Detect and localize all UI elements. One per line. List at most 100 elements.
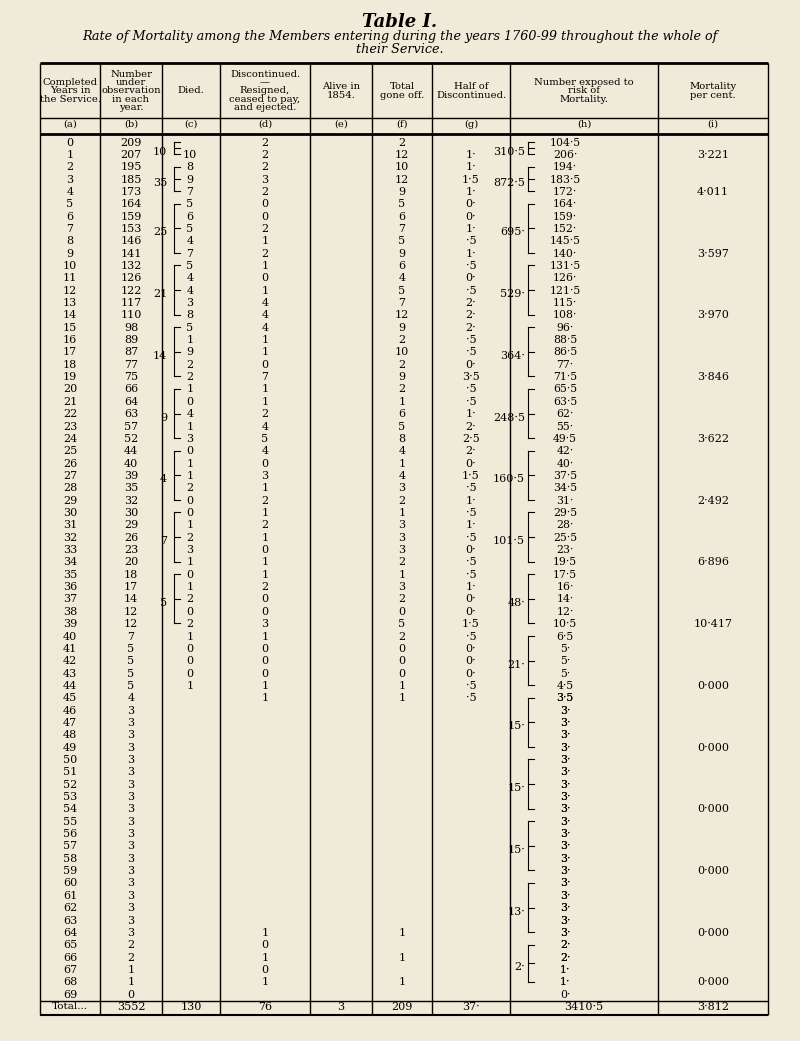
Text: 0: 0 (262, 656, 269, 666)
Text: 2: 2 (127, 940, 134, 950)
Text: 10: 10 (395, 162, 409, 172)
Text: 2: 2 (186, 594, 194, 605)
Text: 59: 59 (63, 866, 77, 877)
Text: 1: 1 (262, 285, 269, 296)
Text: 5: 5 (160, 598, 167, 608)
Text: 1: 1 (262, 557, 269, 567)
Text: 0: 0 (66, 137, 74, 148)
Text: 0: 0 (186, 508, 194, 518)
Text: 5: 5 (127, 668, 134, 679)
Text: 0·: 0· (466, 545, 476, 555)
Text: 56: 56 (63, 829, 77, 839)
Text: 115·: 115· (553, 298, 577, 308)
Text: 52: 52 (63, 780, 77, 790)
Text: 0: 0 (262, 643, 269, 654)
Text: 63·5: 63·5 (553, 397, 577, 407)
Text: 12: 12 (395, 150, 409, 160)
Text: 4: 4 (186, 236, 194, 247)
Text: 37: 37 (63, 594, 77, 605)
Text: 2: 2 (398, 384, 406, 395)
Text: 122: 122 (120, 285, 142, 296)
Text: 159·: 159· (553, 211, 577, 222)
Text: 6: 6 (66, 211, 74, 222)
Text: 4: 4 (186, 274, 194, 283)
Text: Number exposed to: Number exposed to (534, 78, 634, 87)
Text: 1: 1 (262, 632, 269, 641)
Text: 3: 3 (186, 434, 194, 443)
Text: (c): (c) (184, 120, 198, 129)
Text: 2·: 2· (560, 940, 570, 950)
Text: 42: 42 (63, 656, 77, 666)
Text: 1: 1 (186, 632, 194, 641)
Text: 3·: 3· (560, 879, 570, 889)
Text: 17: 17 (63, 348, 77, 357)
Text: risk of: risk of (568, 86, 600, 96)
Text: 1: 1 (262, 261, 269, 271)
Text: 0: 0 (262, 211, 269, 222)
Text: 61: 61 (63, 891, 77, 900)
Text: 2: 2 (398, 632, 406, 641)
Text: 209: 209 (391, 1002, 413, 1012)
Text: 5: 5 (398, 199, 406, 209)
Text: 3·: 3· (560, 792, 570, 802)
Text: 141: 141 (120, 249, 142, 258)
Text: 20: 20 (63, 384, 77, 395)
Text: 2·: 2· (466, 298, 476, 308)
Text: (d): (d) (258, 120, 272, 129)
Text: 4: 4 (262, 447, 269, 456)
Text: 3: 3 (398, 520, 406, 530)
Text: 3·: 3· (560, 731, 570, 740)
Text: 1: 1 (398, 569, 406, 580)
Text: 23: 23 (63, 422, 77, 432)
Text: 3·: 3· (560, 928, 570, 938)
Text: 53: 53 (63, 792, 77, 802)
Text: —: — (260, 78, 270, 87)
Text: 8: 8 (398, 434, 406, 443)
Text: 40·: 40· (556, 459, 574, 468)
Text: 13·: 13· (507, 907, 525, 916)
Text: 21·: 21· (507, 660, 525, 669)
Text: 29: 29 (124, 520, 138, 530)
Text: 5: 5 (127, 656, 134, 666)
Text: 1: 1 (186, 520, 194, 530)
Text: 9: 9 (398, 323, 406, 333)
Text: 19: 19 (63, 372, 77, 382)
Text: 248·5: 248·5 (493, 412, 525, 423)
Text: ·5: ·5 (466, 348, 476, 357)
Text: 2·: 2· (466, 422, 476, 432)
Text: 25: 25 (63, 447, 77, 456)
Text: 5: 5 (398, 422, 406, 432)
Text: ·5: ·5 (466, 261, 476, 271)
Text: 3·: 3· (560, 755, 570, 765)
Text: ·5: ·5 (466, 508, 476, 518)
Text: 1: 1 (398, 977, 406, 987)
Text: 60: 60 (63, 879, 77, 889)
Text: 28·: 28· (556, 520, 574, 530)
Text: 1: 1 (262, 693, 269, 704)
Text: 98: 98 (124, 323, 138, 333)
Text: 1·: 1· (560, 965, 570, 975)
Text: Rate of Mortality among the Members entering during the years 1760-99 throughout: Rate of Mortality among the Members ente… (82, 30, 718, 43)
Text: 5: 5 (186, 199, 194, 209)
Text: 64: 64 (124, 397, 138, 407)
Text: 39: 39 (124, 471, 138, 481)
Text: 1: 1 (262, 681, 269, 691)
Text: 104·5: 104·5 (550, 137, 581, 148)
Text: 2: 2 (262, 162, 269, 172)
Text: 3: 3 (127, 755, 134, 765)
Text: 43: 43 (63, 668, 77, 679)
Text: Mortality.: Mortality. (559, 95, 609, 104)
Text: 12: 12 (124, 619, 138, 629)
Text: 25·5: 25·5 (553, 533, 577, 542)
Text: 872·5: 872·5 (493, 178, 525, 187)
Text: 30: 30 (63, 508, 77, 518)
Text: 2: 2 (398, 594, 406, 605)
Text: 0: 0 (262, 668, 269, 679)
Text: 1: 1 (186, 557, 194, 567)
Text: 77: 77 (124, 360, 138, 370)
Text: 0·000: 0·000 (697, 742, 729, 753)
Text: 2: 2 (398, 496, 406, 506)
Text: 1: 1 (262, 335, 269, 346)
Text: Discontinued.: Discontinued. (436, 91, 506, 100)
Text: 3: 3 (262, 175, 269, 184)
